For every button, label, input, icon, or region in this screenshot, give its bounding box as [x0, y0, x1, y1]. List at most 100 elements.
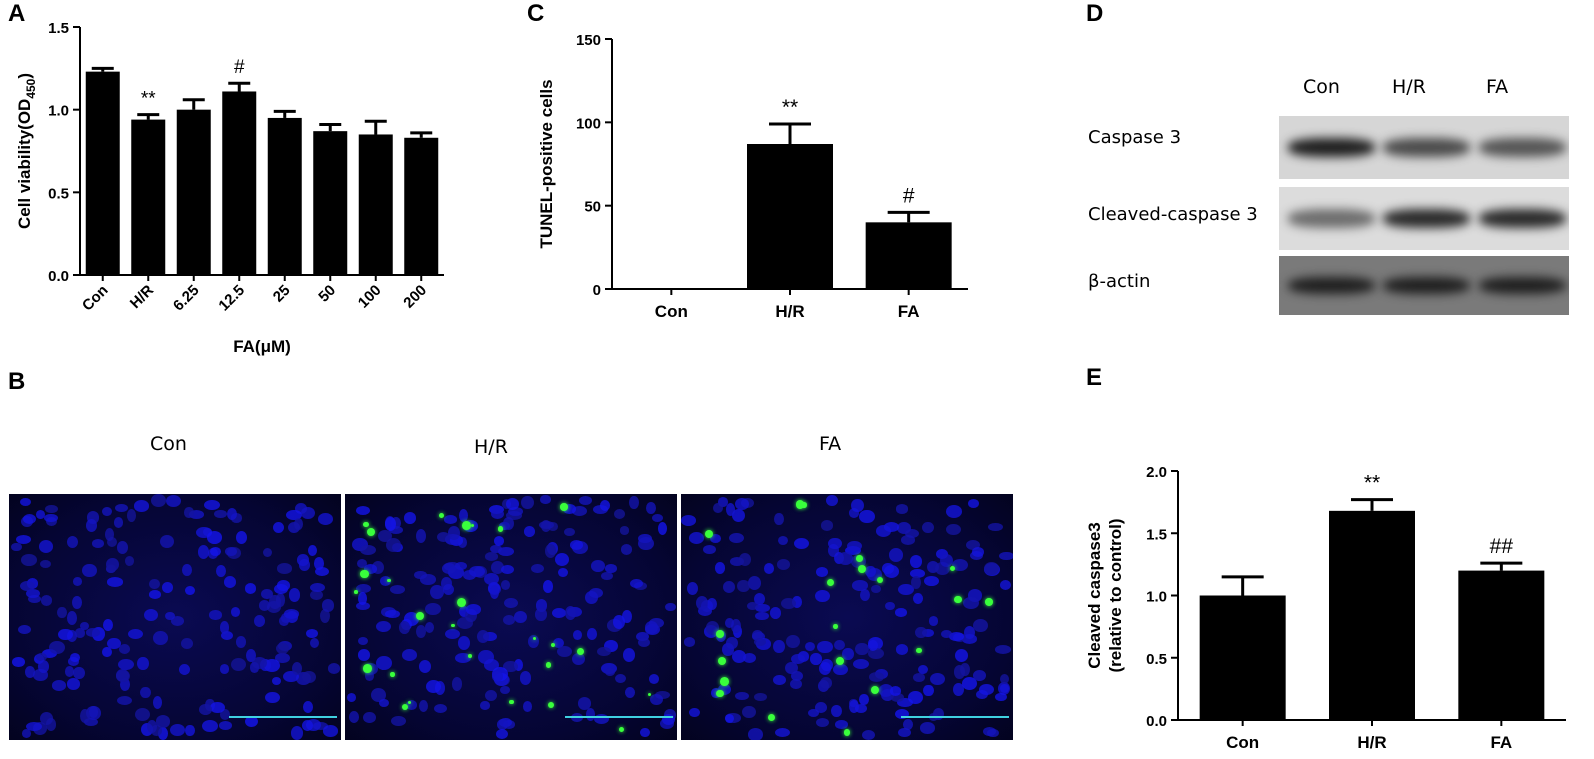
nucleus-dot	[491, 508, 505, 519]
significance-mark: **	[782, 96, 798, 119]
nucleus-dot	[831, 704, 843, 718]
nucleus-dot	[72, 596, 83, 610]
nucleus-dot	[57, 606, 67, 619]
tunel-positive-chart: 0 50 100 150 Con ** H/R # FA TUNEL-positive cells	[537, 32, 968, 321]
scale-bar	[229, 716, 337, 718]
micro-title-fa: FA	[819, 433, 842, 455]
nucleus-dot	[184, 507, 194, 518]
nucleus-dot	[82, 563, 97, 578]
nucleus-dot	[35, 510, 46, 520]
nucleus-dot	[322, 725, 339, 737]
x-tick-label: H/R	[1357, 733, 1386, 752]
nucleus-dot	[726, 503, 736, 516]
nucleus-dot	[489, 544, 502, 554]
tunel-positive-dot	[438, 512, 444, 518]
nucleus-dot	[599, 499, 610, 511]
nucleus-dot	[433, 703, 447, 714]
x-tick-label: FA	[898, 302, 920, 321]
x-tick-label: 12.5	[215, 282, 248, 315]
nucleus-dot	[365, 671, 375, 681]
nucleus-dot	[355, 601, 370, 611]
nucleus-dot	[149, 578, 160, 590]
nucleus-dot	[506, 498, 520, 510]
x-tick-label: FA	[1490, 733, 1512, 752]
nucleus-dot	[629, 496, 639, 510]
tunel-positive-dot	[618, 727, 624, 733]
nucleus-dot	[964, 625, 976, 639]
nucleus-dot	[638, 536, 654, 551]
nucleus-dot	[159, 534, 174, 549]
nucleus-dot	[875, 524, 892, 537]
nucleus-dot	[554, 552, 570, 566]
nucleus-dot	[734, 691, 750, 701]
nucleus-dot	[713, 502, 724, 514]
nucleus-dot	[592, 505, 608, 514]
nucleus-dot	[851, 498, 864, 513]
nucleus-dot	[508, 506, 523, 516]
nucleus-dot	[101, 646, 112, 658]
nucleus-dot	[775, 728, 791, 738]
nucleus-dot	[785, 634, 800, 649]
nucleus-dot	[527, 634, 539, 648]
nucleus-dot	[571, 506, 587, 516]
nucleus-dot	[662, 713, 676, 726]
nucleus-dot	[418, 699, 429, 713]
nucleus-dot	[961, 634, 978, 644]
nucleus-dot	[889, 685, 902, 697]
nucleus-dot	[960, 663, 970, 677]
nucleus-dot	[909, 569, 926, 578]
nucleus-dot	[157, 726, 169, 740]
cleaved-caspase3-chart: 0.0 0.5 1.0 1.5 2.0 Con ** H/R ## FA Cleaved caspa…	[1086, 464, 1566, 752]
nucleus-dot	[230, 606, 241, 617]
tunel-positive-dot	[767, 714, 776, 722]
nucleus-dot	[296, 553, 310, 566]
nucleus-dot	[69, 652, 81, 662]
nucleus-dot	[114, 517, 124, 528]
nucleus-dot	[106, 536, 118, 548]
nucleus-dot	[961, 676, 977, 690]
nucleus-dot	[26, 589, 40, 599]
nucleus-dot	[681, 514, 697, 526]
tunel-positive-dot	[985, 598, 993, 606]
nucleus-dot	[105, 564, 116, 574]
nucleus-dot	[44, 513, 58, 522]
nucleus-dot	[828, 543, 840, 558]
nucleus-dot	[972, 547, 984, 557]
nucleus-dot	[891, 693, 904, 702]
nucleus-dot	[564, 527, 576, 537]
nucleus-dot	[151, 725, 162, 736]
nucleus-dot	[966, 539, 980, 551]
nucleus-dot	[198, 703, 213, 715]
nucleus-dot	[418, 660, 432, 674]
tunel-positive-dot	[833, 624, 838, 630]
nucleus-dot	[657, 521, 668, 535]
nucleus-dot	[209, 610, 222, 620]
x-tick-label: Con	[655, 302, 688, 321]
nucleus-dot	[500, 685, 510, 694]
nucleus-dot	[930, 673, 946, 686]
nucleus-dot	[815, 718, 830, 728]
nucleus-dot	[946, 505, 962, 518]
nucleus-dot	[152, 696, 163, 710]
nucleus-dot	[933, 708, 944, 721]
nucleus-dot	[734, 498, 749, 511]
nucleus-dot	[391, 517, 402, 529]
nucleus-dot	[870, 584, 881, 593]
nucleus-dot	[984, 562, 1000, 576]
nucleus-dot	[441, 576, 452, 590]
nucleus-dot	[117, 541, 128, 554]
nucleus-dot	[622, 648, 635, 662]
nucleus-dot	[995, 692, 1007, 701]
nucleus-dot	[66, 535, 78, 548]
nucleus-dot	[206, 531, 223, 545]
nucleus-dot	[622, 610, 632, 624]
blot-band	[1383, 138, 1471, 157]
nucleus-dot	[620, 544, 633, 556]
nucleus-dot	[219, 721, 233, 730]
x-tick-label: 25	[270, 282, 294, 306]
nucleus-dot	[196, 526, 212, 538]
blot-strip-cleaved-caspase3	[1279, 187, 1569, 250]
nucleus-dot	[462, 570, 477, 580]
nucleus-dot	[137, 656, 149, 671]
nucleus-dot	[153, 631, 168, 645]
